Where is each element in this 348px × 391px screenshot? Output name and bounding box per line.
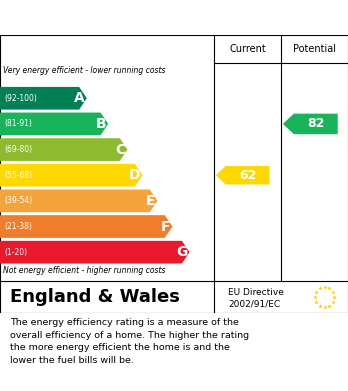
Text: (1-20): (1-20) xyxy=(4,248,27,256)
Text: Very energy efficient - lower running costs: Very energy efficient - lower running co… xyxy=(3,66,166,75)
Polygon shape xyxy=(0,190,157,212)
Text: (81-91): (81-91) xyxy=(4,119,32,128)
Polygon shape xyxy=(0,215,173,238)
Polygon shape xyxy=(0,164,142,187)
Text: 2002/91/EC: 2002/91/EC xyxy=(228,300,280,308)
Text: Energy Efficiency Rating: Energy Efficiency Rating xyxy=(10,10,221,25)
Text: 62: 62 xyxy=(239,169,256,182)
Text: D: D xyxy=(129,168,141,182)
Polygon shape xyxy=(216,166,269,185)
Polygon shape xyxy=(0,138,127,161)
Text: Current: Current xyxy=(229,44,266,54)
Text: C: C xyxy=(116,143,126,156)
Text: The energy efficiency rating is a measure of the
overall efficiency of a home. T: The energy efficiency rating is a measur… xyxy=(10,318,250,365)
Text: G: G xyxy=(176,245,188,259)
Polygon shape xyxy=(0,113,108,135)
Text: (55-68): (55-68) xyxy=(4,171,32,180)
Text: F: F xyxy=(161,219,171,233)
Polygon shape xyxy=(0,87,87,109)
Polygon shape xyxy=(283,114,338,134)
Text: England & Wales: England & Wales xyxy=(10,288,180,306)
Text: A: A xyxy=(74,91,85,105)
Text: (39-54): (39-54) xyxy=(4,196,32,205)
Text: (21-38): (21-38) xyxy=(4,222,32,231)
Text: EU Directive: EU Directive xyxy=(228,288,284,297)
Text: (92-100): (92-100) xyxy=(4,94,37,103)
Text: B: B xyxy=(96,117,106,131)
Text: E: E xyxy=(146,194,156,208)
Text: Potential: Potential xyxy=(293,44,336,54)
Text: Not energy efficient - higher running costs: Not energy efficient - higher running co… xyxy=(3,266,166,275)
Polygon shape xyxy=(0,241,190,264)
Text: (69-80): (69-80) xyxy=(4,145,32,154)
Text: 82: 82 xyxy=(307,117,324,131)
